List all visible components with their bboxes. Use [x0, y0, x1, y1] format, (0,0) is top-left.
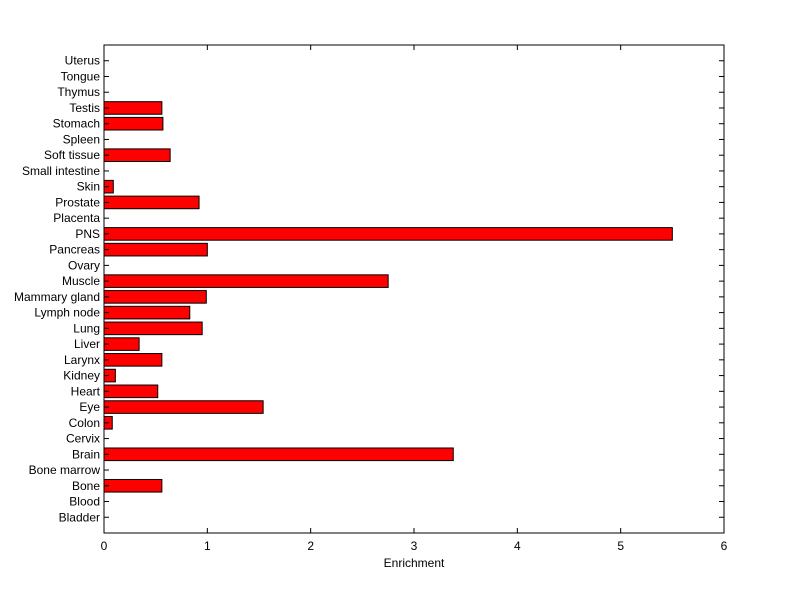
- y-tick-label: Tongue: [61, 69, 101, 83]
- bar: [103, 242, 208, 257]
- y-tick-label: Larynx: [64, 353, 100, 367]
- x-tick-label: 3: [411, 539, 418, 553]
- x-tick-label: 6: [721, 539, 728, 553]
- y-tick-label: Kidney: [63, 369, 100, 383]
- bar: [103, 384, 159, 399]
- x-tick-label: 4: [514, 539, 521, 553]
- x-tick-labels: 0 1 2 3 4 5 6: [101, 45, 728, 553]
- bar: [103, 101, 163, 115]
- bar: [103, 353, 163, 367]
- y-tick-label: PNS: [75, 227, 100, 241]
- y-tick-label: Bone marrow: [29, 463, 101, 477]
- x-axis-label: Enrichment: [384, 556, 445, 570]
- bar: [103, 116, 164, 131]
- y-tick-label: Brain: [72, 447, 100, 461]
- y-tick-label: Lung: [73, 321, 100, 335]
- x-tick-label: 2: [307, 539, 314, 553]
- y-tick-label: Ovary: [68, 258, 100, 272]
- y-tick-label: Skin: [77, 180, 100, 194]
- y-tick-label: Pancreas: [49, 243, 100, 257]
- y-tick-label: Bone: [72, 479, 100, 493]
- y-tick-label: Mammary gland: [14, 290, 100, 304]
- y-tick-label: Colon: [69, 416, 100, 430]
- bar: [103, 148, 171, 162]
- y-tick-label: Eye: [79, 400, 100, 414]
- y-tick-label: Cervix: [66, 432, 100, 446]
- y-tick-label: Spleen: [63, 132, 100, 146]
- y-tick-label: Prostate: [55, 195, 100, 209]
- x-tick-label: 0: [101, 539, 108, 553]
- plot-area-frame: [103, 44, 725, 534]
- y-tick-label: Lymph node: [34, 306, 100, 320]
- bar: [103, 337, 140, 351]
- bar: [103, 305, 191, 320]
- y-tick-label: Stomach: [53, 117, 100, 131]
- bar: [103, 290, 207, 304]
- bar: [103, 227, 673, 241]
- bar: [103, 321, 203, 336]
- bar: [103, 195, 200, 210]
- bar: [103, 447, 454, 462]
- x-tick-label: 5: [617, 539, 624, 553]
- y-tick-label: Testis: [69, 101, 100, 115]
- y-tick-label: Soft tissue: [44, 148, 100, 162]
- y-tick-label: Placenta: [53, 211, 100, 225]
- y-tick-label: Bladder: [59, 510, 100, 524]
- x-tick-label: 1: [204, 539, 211, 553]
- bars-layer: [103, 101, 673, 493]
- y-tick-label: Heart: [71, 384, 101, 398]
- y-tick-label: Uterus: [65, 54, 100, 68]
- y-tick-label: Small intestine: [22, 164, 100, 178]
- bar: [103, 274, 389, 288]
- bar: [103, 400, 264, 414]
- y-tick-label: Liver: [74, 337, 100, 351]
- y-tick-label: Thymus: [57, 85, 100, 99]
- bar: [103, 478, 163, 493]
- y-tick-label: Muscle: [62, 274, 100, 288]
- y-tick-label: Blood: [69, 495, 100, 509]
